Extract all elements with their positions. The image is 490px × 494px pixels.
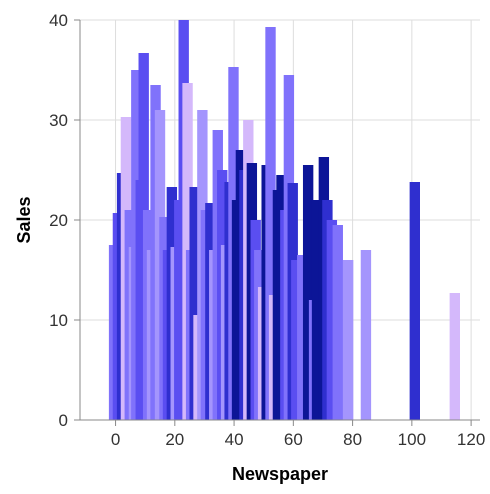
y-tick-label: 30 bbox=[49, 111, 68, 130]
x-axis-title: Newspaper bbox=[232, 464, 328, 484]
bar bbox=[189, 187, 200, 420]
bar bbox=[326, 220, 338, 420]
bar bbox=[291, 260, 302, 420]
y-tick-label: 0 bbox=[59, 411, 68, 430]
bar bbox=[332, 225, 343, 420]
x-tick-label: 80 bbox=[343, 430, 362, 449]
y-axis-title: Sales bbox=[14, 196, 34, 243]
bars-group bbox=[108, 20, 460, 420]
x-tick-label: 20 bbox=[165, 430, 184, 449]
bar bbox=[342, 260, 354, 420]
y-tick-label: 10 bbox=[49, 311, 68, 330]
bar bbox=[265, 27, 276, 420]
bar bbox=[297, 255, 308, 420]
x-tick-label: 60 bbox=[284, 430, 303, 449]
x-tick-label: 0 bbox=[111, 430, 120, 449]
bar bbox=[302, 165, 314, 420]
bar bbox=[311, 200, 323, 420]
x-tick-label: 40 bbox=[225, 430, 244, 449]
x-tick-label: 100 bbox=[398, 430, 426, 449]
bar bbox=[360, 250, 372, 420]
x-tick-label: 120 bbox=[457, 430, 485, 449]
bar bbox=[409, 182, 420, 420]
bar bbox=[449, 293, 460, 420]
y-tick-label: 40 bbox=[49, 11, 68, 30]
axes: 0 20 40 60 80 100 120 0 10 20 30 40 bbox=[49, 11, 485, 449]
y-tick-label: 20 bbox=[49, 211, 68, 230]
